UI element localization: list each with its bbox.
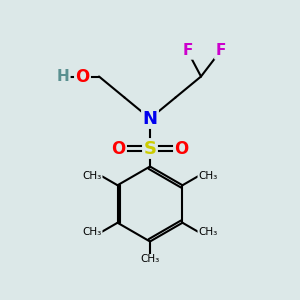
Text: S: S	[143, 140, 157, 158]
Text: H: H	[57, 69, 69, 84]
Text: O: O	[75, 68, 90, 85]
Text: CH₃: CH₃	[198, 171, 217, 181]
Text: CH₃: CH₃	[198, 227, 217, 237]
Text: F: F	[215, 44, 226, 59]
Text: O: O	[174, 140, 189, 158]
Text: CH₃: CH₃	[140, 254, 160, 265]
Text: O: O	[111, 140, 126, 158]
Text: CH₃: CH₃	[83, 171, 102, 181]
Text: CH₃: CH₃	[83, 227, 102, 237]
Text: F: F	[182, 44, 193, 59]
Text: N: N	[142, 110, 158, 128]
